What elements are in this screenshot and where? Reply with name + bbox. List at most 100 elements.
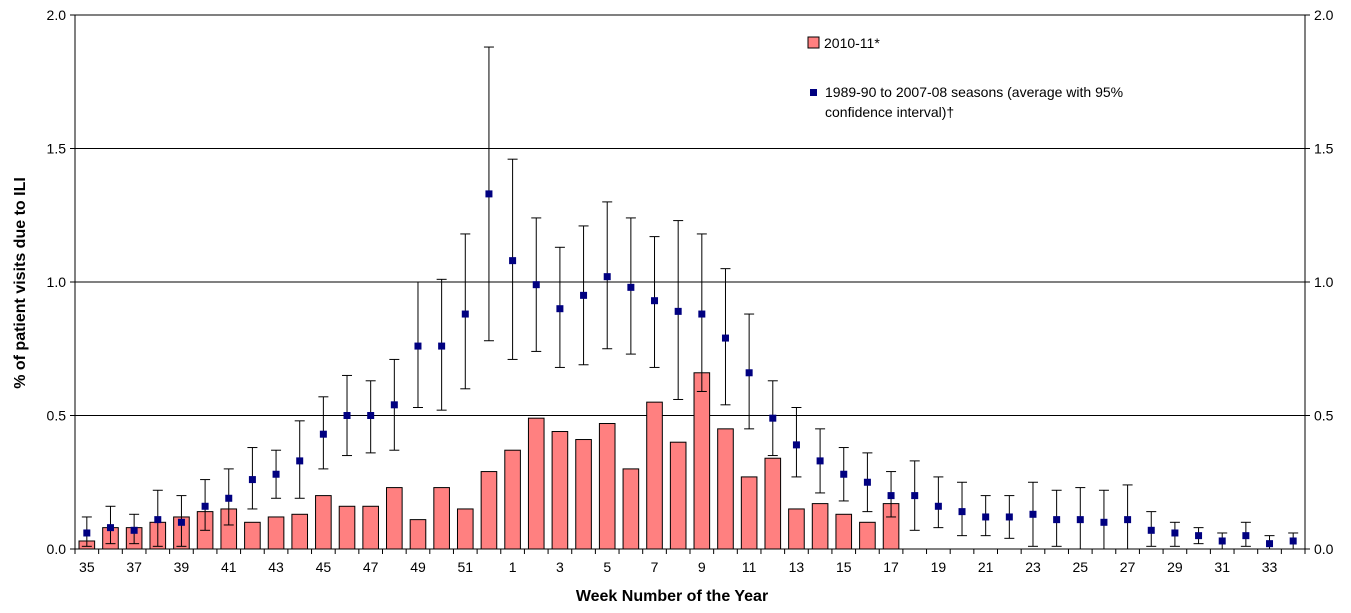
x-tick-label: 25 xyxy=(1072,559,1088,575)
legend-label-average-line1: 1989-90 to 2007-08 seasons (average with… xyxy=(825,84,1123,100)
average-point xyxy=(1053,516,1061,524)
bar xyxy=(764,457,782,550)
bars-2010-11 xyxy=(78,372,900,550)
average-point xyxy=(769,414,777,422)
x-tick-label: 27 xyxy=(1120,559,1136,575)
average-point xyxy=(343,412,351,419)
bar xyxy=(386,487,403,550)
bar xyxy=(291,513,309,550)
bar xyxy=(788,508,805,550)
axes: % of patient visits due to ILI Week Numb… xyxy=(12,7,1334,605)
y-axis-title: % of patient visits due to ILI xyxy=(12,177,29,389)
y-tick-label-left: 0.5 xyxy=(47,408,67,424)
average-point xyxy=(225,494,233,502)
average-point xyxy=(83,529,91,537)
x-tick-label: 37 xyxy=(126,559,142,575)
y-tick-label-left: 0.0 xyxy=(47,541,67,557)
legend-swatch-bar xyxy=(807,36,820,49)
average-point xyxy=(461,310,469,318)
x-tick-label: 11 xyxy=(742,559,757,575)
average-point xyxy=(1195,532,1203,540)
y-tick-label-right: 0.0 xyxy=(1314,541,1334,557)
y-tick-label-right: 1.5 xyxy=(1314,141,1334,157)
average-point xyxy=(201,502,209,510)
average-point xyxy=(414,342,422,350)
legend-label-average-line2: confidence interval)† xyxy=(825,104,954,120)
x-tick-label: 41 xyxy=(221,559,237,575)
x-tick-label: 45 xyxy=(316,559,332,575)
bar xyxy=(859,521,876,550)
bar xyxy=(551,431,569,550)
legend-label-average: 1989-90 to 2007-08 seasons (average with… xyxy=(825,84,1127,120)
bar xyxy=(646,401,663,550)
average-point xyxy=(651,297,659,305)
average-point xyxy=(698,310,706,318)
x-tick-label: 23 xyxy=(1025,559,1041,575)
average-point xyxy=(1005,513,1013,521)
average-point xyxy=(934,502,942,510)
bar xyxy=(717,428,734,550)
average-point xyxy=(272,470,280,478)
average-point xyxy=(1171,529,1179,537)
average-point xyxy=(958,508,966,516)
bar xyxy=(693,372,711,550)
average-point xyxy=(1076,516,1084,524)
x-tick-label: 47 xyxy=(363,559,379,575)
average-point xyxy=(627,283,635,291)
average-point xyxy=(745,369,753,377)
average-point xyxy=(887,492,895,500)
average-point xyxy=(485,190,493,198)
average-point xyxy=(248,476,256,484)
bar xyxy=(433,487,450,550)
average-point xyxy=(674,307,682,315)
average-point xyxy=(106,524,114,532)
average-point xyxy=(154,516,162,524)
x-tick-label: 9 xyxy=(698,559,706,575)
x-tick-label: 7 xyxy=(651,559,659,575)
average-point xyxy=(982,513,990,521)
legend-swatch-point xyxy=(810,89,817,96)
y-tick-label-right: 1.0 xyxy=(1314,274,1334,290)
average-point xyxy=(1147,526,1155,534)
average-point xyxy=(580,291,588,299)
x-tick-label: 3 xyxy=(556,559,564,575)
x-tick-label: 13 xyxy=(789,559,805,575)
x-tick-label: 15 xyxy=(836,559,852,575)
average-point xyxy=(603,273,611,281)
average-point xyxy=(509,257,517,265)
x-tick-label: 5 xyxy=(603,559,611,575)
bar xyxy=(740,476,758,550)
average-point xyxy=(319,430,327,438)
bar xyxy=(362,505,379,550)
average-point xyxy=(911,492,919,500)
bar xyxy=(338,505,356,550)
x-tick-label: 43 xyxy=(268,559,284,575)
average-point xyxy=(390,401,398,409)
average-point xyxy=(1124,516,1132,524)
legend-label-2010-11: 2010-11* xyxy=(824,35,880,51)
x-tick-label: 17 xyxy=(883,559,899,575)
average-point xyxy=(863,478,871,486)
average-point xyxy=(840,470,848,478)
average-point xyxy=(1289,537,1297,545)
bar xyxy=(456,508,474,550)
bar xyxy=(504,449,521,550)
x-tick-label: 21 xyxy=(978,559,994,575)
x-tick-label: 49 xyxy=(410,559,426,575)
average-point xyxy=(556,305,564,313)
bar xyxy=(315,495,332,550)
x-tick-label: 51 xyxy=(457,559,473,575)
average-point xyxy=(1242,532,1250,540)
average-points xyxy=(83,190,1297,548)
x-tick-label: 19 xyxy=(931,559,947,575)
average-point xyxy=(367,412,375,419)
bar xyxy=(811,503,829,550)
y-tick-label-left: 1.0 xyxy=(47,274,67,290)
average-point xyxy=(296,457,304,465)
bar xyxy=(622,468,640,550)
bar xyxy=(835,513,853,550)
average-point xyxy=(438,342,446,350)
bar xyxy=(598,423,616,550)
bar xyxy=(527,417,545,550)
